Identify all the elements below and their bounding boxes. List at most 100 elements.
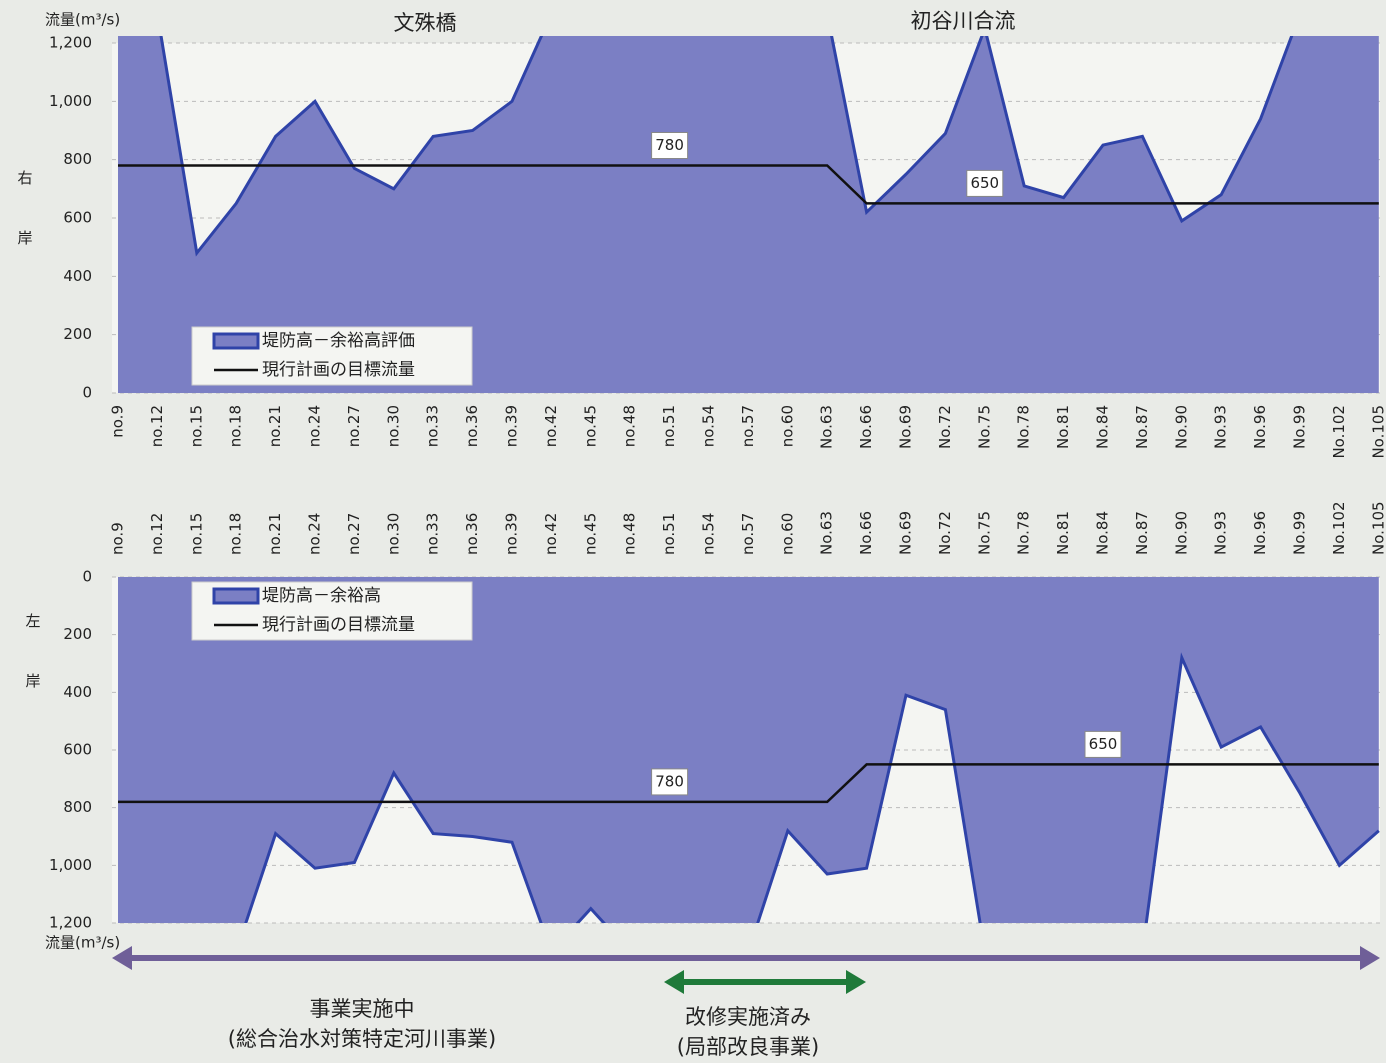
- value-label-box: [966, 169, 1004, 197]
- footer-text: 事業実施中: [310, 997, 415, 1021]
- annotation: 文殊橋: [394, 11, 457, 35]
- x-tick-label: No.66: [857, 405, 875, 449]
- y-tick-label: 1,200: [49, 34, 92, 52]
- y-tick-label: 1,000: [49, 856, 92, 874]
- x-tick-label: no.30: [384, 513, 402, 555]
- x-tick-label: No.69: [897, 405, 915, 449]
- x-tick-label: no.30: [384, 405, 402, 447]
- x-tick-label: No.75: [975, 511, 993, 555]
- y-tick-label: 800: [63, 798, 92, 816]
- side-label: 左岸: [24, 613, 42, 733]
- x-tick-label: No.96: [1251, 511, 1269, 555]
- x-tick-label: no.24: [306, 513, 324, 555]
- x-tick-label: no.39: [503, 405, 521, 447]
- line: [118, 763, 1379, 804]
- x-tick-label: No.96: [1251, 405, 1269, 449]
- legend-label: 現行計画の目標流量: [262, 615, 415, 635]
- x-tick-label: no.9: [109, 405, 127, 438]
- x-tick-label: No.81: [1054, 405, 1072, 449]
- x-tick-label: no.36: [463, 513, 481, 555]
- x-tick-label: No.90: [1172, 405, 1190, 449]
- y-tick-label: 1,200: [49, 914, 92, 932]
- x-tick-label: No.63: [818, 511, 836, 555]
- x-tick-label: No.102: [1330, 501, 1348, 555]
- footer-arrow: [112, 946, 1380, 994]
- x-tick-label: no.12: [148, 513, 166, 555]
- x-tick-label: no.36: [463, 405, 481, 447]
- y-tick-label: 800: [63, 150, 92, 168]
- x-tick-label: No.66: [857, 511, 875, 555]
- x-tick-label: no.45: [581, 513, 599, 555]
- x-tick-label: no.51: [660, 513, 678, 555]
- x-tick-label: No.69: [897, 511, 915, 555]
- footer-text: (総合治水対策特定河川事業): [228, 1027, 496, 1051]
- legend-label: 堤防高－余裕高: [262, 586, 381, 606]
- x-tick-label: No.87: [1133, 511, 1151, 555]
- x-tick-label: No.84: [1094, 405, 1112, 449]
- area-edge: [159, 36, 1294, 257]
- x-tick-label: no.33: [424, 513, 442, 555]
- x-tick-label: no.48: [621, 405, 639, 447]
- y-tick-label: 200: [63, 625, 92, 643]
- x-tick-label: no.15: [187, 513, 205, 555]
- series-group: [118, 577, 1380, 923]
- x-tick-label: no.57: [739, 513, 757, 555]
- area: [118, 577, 1379, 923]
- y-tick-label: 0: [82, 384, 92, 402]
- x-tick-label: no.27: [345, 513, 363, 555]
- value-label: 650: [1089, 735, 1118, 753]
- x-tick-label: No.72: [936, 405, 954, 449]
- x-tick-label: no.42: [542, 513, 560, 555]
- x-tick-label: No.105: [1369, 501, 1386, 555]
- x-tick-label: no.54: [700, 513, 718, 555]
- y-tick-label: 200: [63, 325, 92, 343]
- x-tick-label: No.105: [1369, 405, 1386, 459]
- value-label-box: [651, 768, 689, 796]
- legend-swatch: [212, 587, 260, 605]
- x-tick-label: No.78: [1015, 511, 1033, 555]
- legend-label: 現行計画の目標流量: [262, 360, 415, 380]
- x-tick-label: no.48: [621, 513, 639, 555]
- x-tick-label: no.24: [306, 405, 324, 447]
- x-tick-label: No.78: [1015, 405, 1033, 449]
- line: [118, 164, 1379, 205]
- x-tick-label: No.93: [1212, 405, 1230, 449]
- footer-text: (局部改良事業): [677, 1035, 819, 1059]
- value-label-box: [1084, 730, 1122, 758]
- x-tick-label: no.42: [542, 405, 560, 447]
- legend-label: 堤防高－余裕高評価: [262, 331, 415, 351]
- side-label: 右岸: [16, 170, 34, 290]
- y-tick-label: 600: [63, 741, 92, 759]
- x-tick-label: No.87: [1133, 405, 1151, 449]
- x-tick-label: no.51: [660, 405, 678, 447]
- x-tick-label: No.93: [1212, 511, 1230, 555]
- y-tick-label: 600: [63, 209, 92, 227]
- series-group: [118, 36, 1379, 393]
- x-tick-label: no.18: [227, 513, 245, 555]
- y-axis-label: 流量(m³/s): [45, 934, 120, 952]
- x-tick-label: no.21: [266, 405, 284, 447]
- x-tick-label: no.12: [148, 405, 166, 447]
- y-tick-label: 0: [82, 568, 92, 586]
- x-tick-label: no.39: [503, 513, 521, 555]
- x-tick-label: no.45: [581, 405, 599, 447]
- y-tick-label: 1,000: [49, 92, 92, 110]
- x-tick-label: no.60: [778, 405, 796, 447]
- x-tick-label: No.63: [818, 405, 836, 449]
- x-tick-label: No.99: [1291, 511, 1309, 555]
- x-tick-label: No.81: [1054, 511, 1072, 555]
- y-tick-label: 400: [63, 267, 92, 285]
- area-edge: [244, 652, 1380, 923]
- y-axis-label: 流量(m³/s): [45, 11, 120, 29]
- annotation: 初谷川合流: [911, 9, 1016, 33]
- x-tick-label: no.33: [424, 405, 442, 447]
- x-tick-label: No.72: [936, 511, 954, 555]
- footer-text: 改修実施済み: [685, 1005, 811, 1029]
- x-tick-label: no.9: [109, 522, 127, 555]
- value-label: 650: [970, 174, 999, 192]
- area: [118, 36, 1379, 393]
- x-tick-label: No.102: [1330, 405, 1348, 459]
- x-tick-label: No.84: [1094, 511, 1112, 555]
- x-tick-label: No.99: [1291, 405, 1309, 449]
